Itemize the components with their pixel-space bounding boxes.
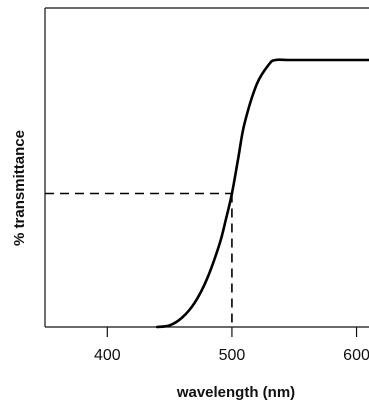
x-tick-label-500: 500 xyxy=(219,347,246,364)
x-axis-ticks: 400 500 600 xyxy=(94,327,369,364)
y-axis-title: % transmittance xyxy=(11,130,28,246)
transmittance-curve-0 xyxy=(155,58,369,329)
reference-lines xyxy=(45,192,233,327)
data-series xyxy=(155,58,369,329)
plot-frame xyxy=(44,7,369,328)
x-tick-label-600: 600 xyxy=(343,347,369,364)
x-tick-label-400: 400 xyxy=(94,347,121,364)
x-axis-title: wavelength (nm) xyxy=(176,384,295,401)
